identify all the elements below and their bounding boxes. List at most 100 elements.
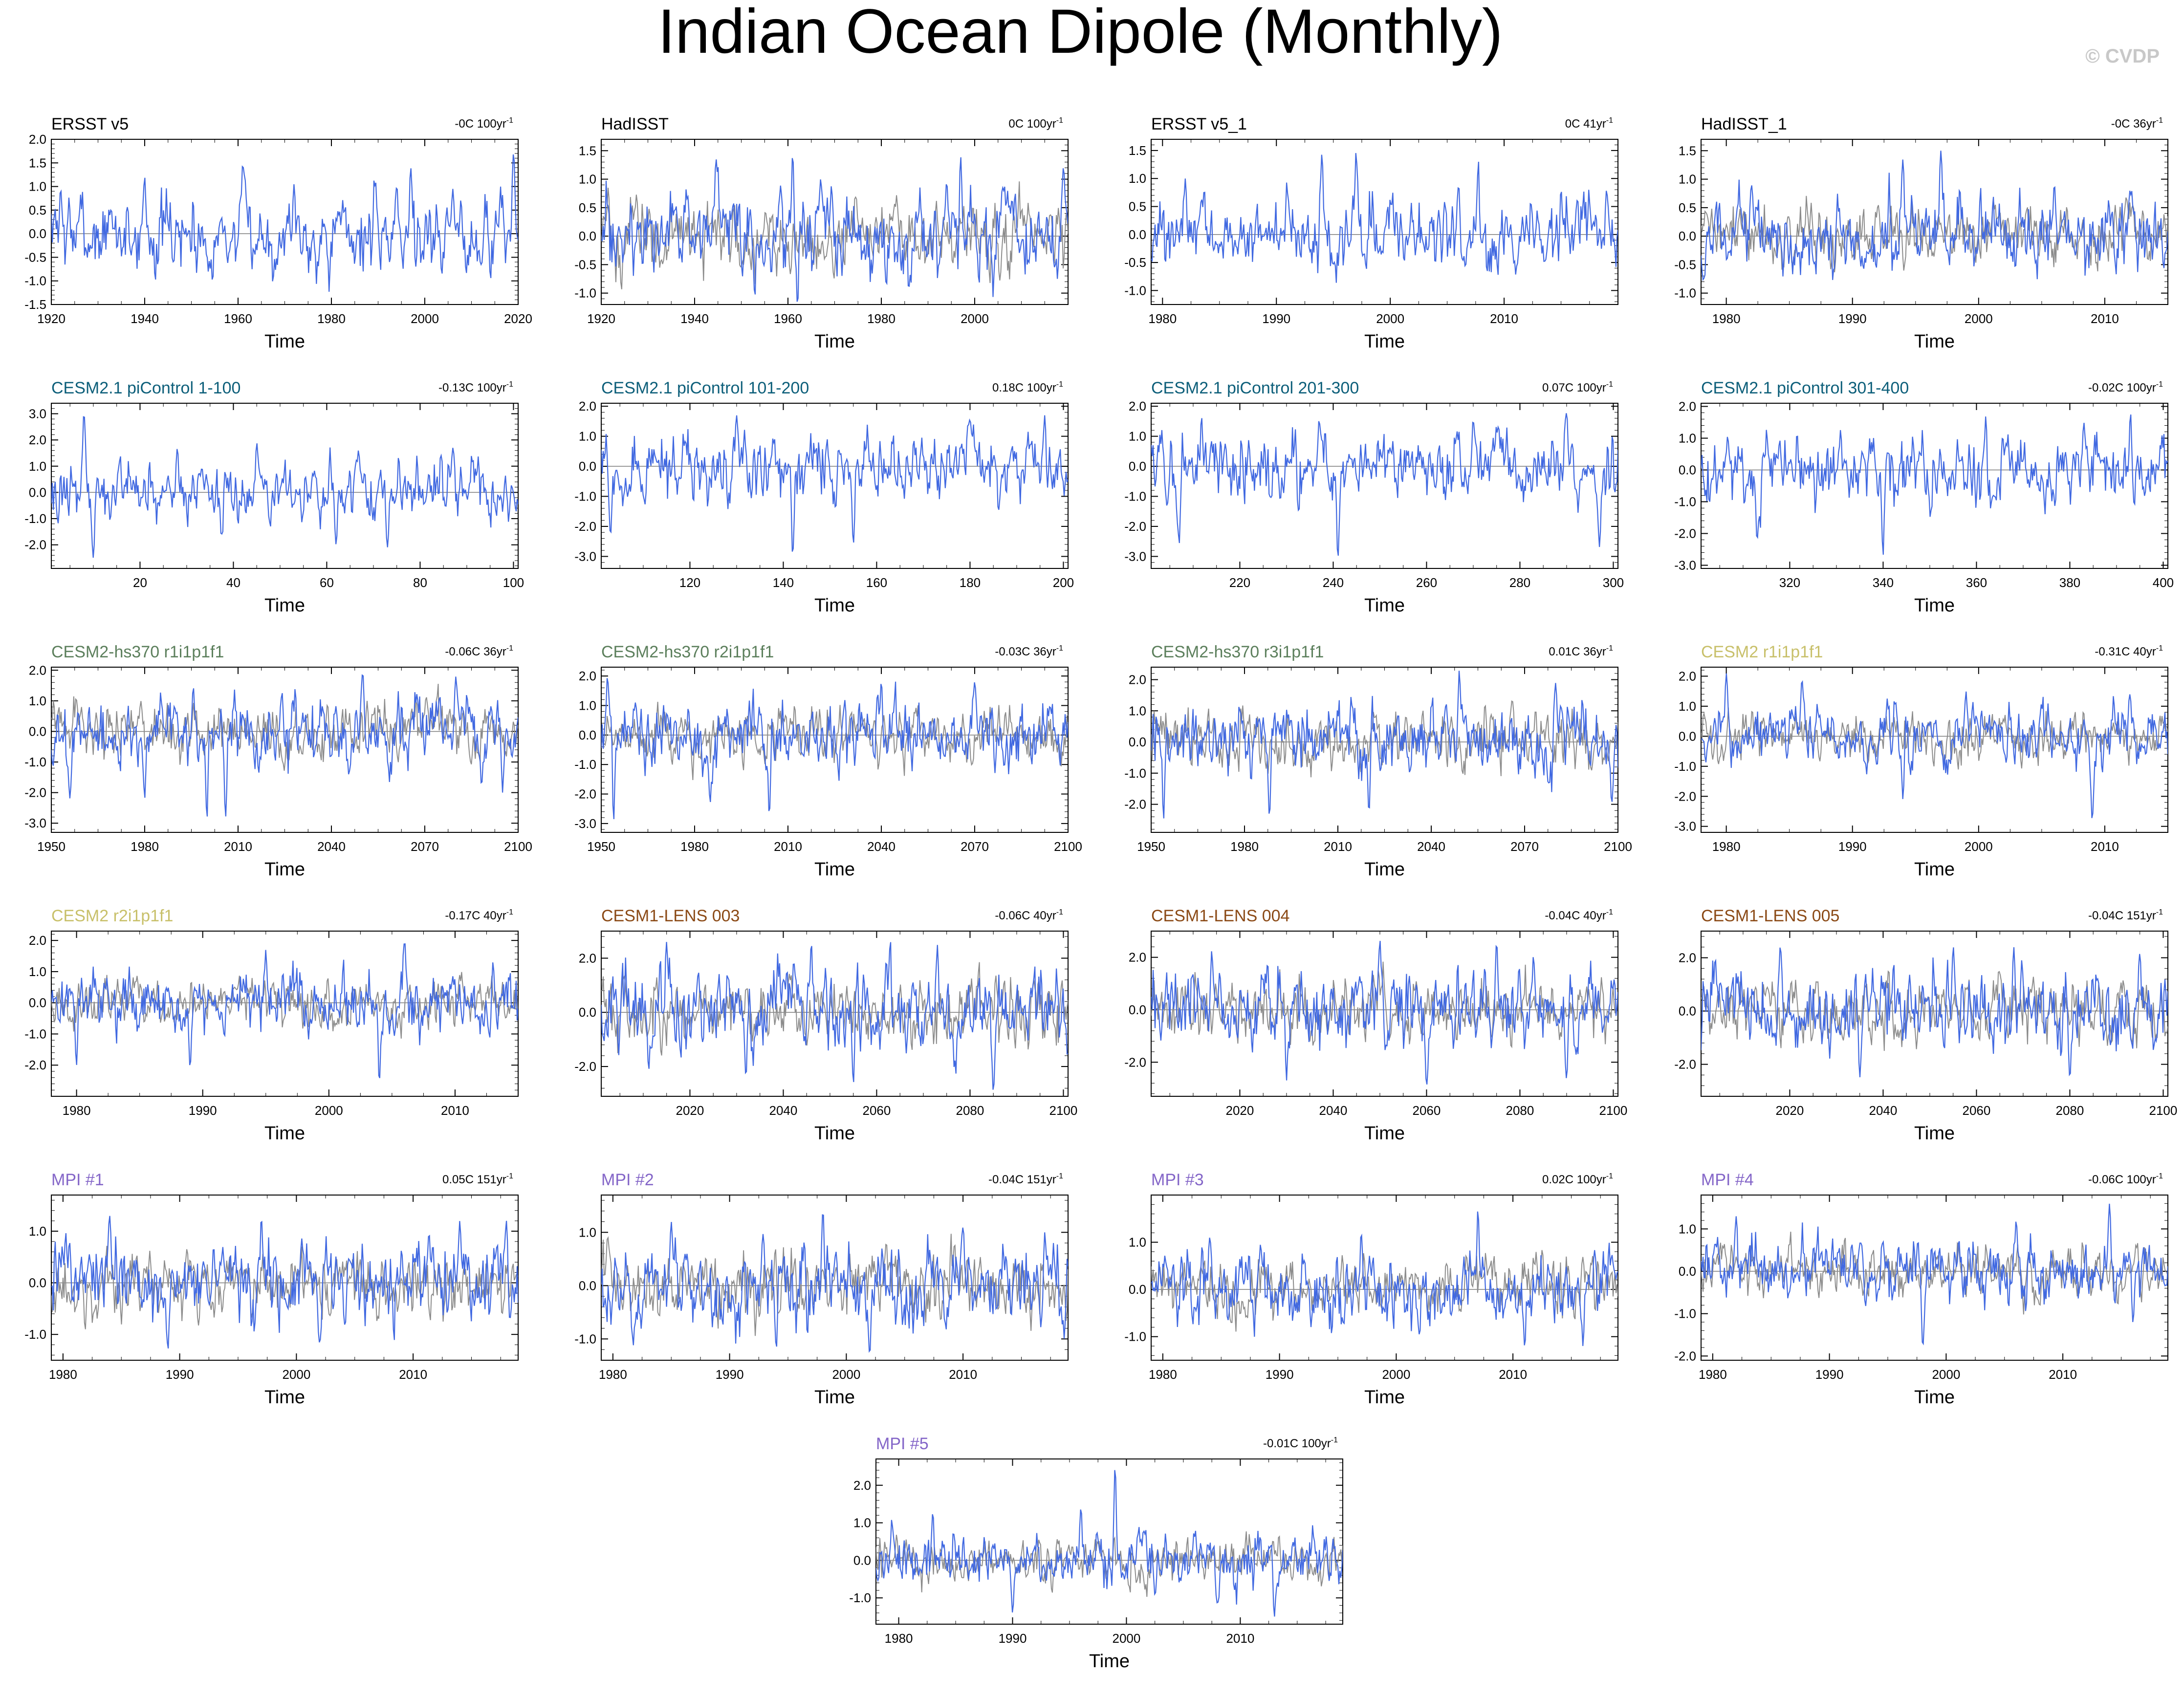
series-line — [51, 943, 518, 1079]
y-tick-label: 1.0 — [1679, 1221, 1696, 1236]
y-tick-label: 1.0 — [853, 1516, 871, 1530]
x-tick-label: 1980 — [63, 1103, 91, 1118]
y-tick-label: -0.5 — [574, 257, 596, 272]
x-tick-label: 360 — [1966, 575, 1987, 590]
x-tick-label: 2010 — [2049, 1367, 2077, 1382]
y-tick-label: 1.0 — [1129, 703, 1146, 718]
plot-frame — [1701, 1195, 2168, 1361]
x-tick-label: 1960 — [774, 311, 802, 326]
y-tick-label: 1.5 — [1129, 143, 1146, 158]
trend-exponent: -1 — [506, 908, 513, 916]
y-tick-label: 1.0 — [1129, 429, 1146, 444]
y-tick-label: -1.0 — [1124, 1329, 1146, 1344]
panel-5: CESM2.1 piControl 101-200 0.18C 100yr-1 2.… — [574, 379, 1074, 616]
panel-trend: 0.01C 36yr-1 — [1549, 644, 1613, 658]
y-tick-label: -3.0 — [24, 816, 46, 830]
panel-title: MPI #1 — [51, 1171, 104, 1189]
x-tick-label: 40 — [226, 575, 240, 590]
y-tick-label: -1.0 — [1674, 1306, 1696, 1321]
x-tick-label: 120 — [679, 575, 700, 590]
y-tick-label: -3.0 — [1674, 558, 1696, 573]
x-tick-label: 1990 — [1838, 839, 1867, 854]
y-tick-label: 0.0 — [29, 485, 46, 500]
x-tick-label: 2070 — [961, 839, 989, 854]
series-line — [51, 674, 518, 817]
x-tick-label: 2010 — [224, 839, 252, 854]
trend-exponent: -1 — [1056, 116, 1063, 125]
y-tick-label: 2.0 — [1129, 950, 1146, 965]
x-tick-label: 1920 — [37, 311, 66, 326]
y-tick-label: 0.0 — [1679, 229, 1696, 243]
trend-exponent: -1 — [1606, 116, 1613, 125]
x-tick-label: 2040 — [1417, 839, 1445, 854]
series-line — [1701, 1203, 2168, 1346]
panel-trend: 0.05C 151yr-1 — [442, 1172, 513, 1186]
y-tick-label: -2.0 — [24, 1058, 46, 1072]
x-tick-label: 2060 — [863, 1103, 891, 1118]
plot-frame — [51, 403, 519, 569]
y-tick-label: -1.0 — [1674, 286, 1696, 301]
y-tick-label: 2.0 — [579, 951, 596, 965]
y-tick-label: 1.0 — [29, 694, 46, 708]
x-tick-label: 2040 — [317, 839, 346, 854]
y-tick-label: -2.0 — [24, 785, 46, 800]
y-tick-label: -2.0 — [574, 1059, 596, 1074]
panel-trend: -0C 100yr-1 — [455, 116, 513, 131]
x-tick-label: 2100 — [1599, 1103, 1628, 1118]
x-tick-label: 1950 — [1137, 839, 1165, 854]
y-tick-label: 2.0 — [29, 132, 46, 147]
x-tick-label: 220 — [1229, 575, 1250, 590]
x-tick-label: 2010 — [1499, 1367, 1527, 1382]
y-tick-label: 0.0 — [579, 1278, 596, 1293]
y-tick-label: 0.0 — [579, 728, 596, 742]
series-line — [1151, 671, 1618, 819]
panel-6: CESM2.1 piControl 201-300 0.07C 100yr-1 2.… — [1124, 379, 1624, 616]
panel-trend: -0.06C 40yr-1 — [995, 908, 1063, 922]
y-tick-label: 2.0 — [1129, 399, 1146, 413]
x-tick-label: 60 — [320, 575, 334, 590]
y-tick-label: 0.0 — [1129, 459, 1146, 474]
x-tick-label: 1980 — [885, 1631, 913, 1646]
x-tick-label: 1980 — [317, 311, 346, 326]
panel-title: CESM2.1 piControl 1-100 — [51, 379, 240, 397]
x-tick-label: 2010 — [399, 1367, 427, 1382]
panel-title: CESM2.1 piControl 301-400 — [1701, 379, 1909, 397]
x-axis-label: Time — [1914, 331, 1955, 352]
y-tick-label: 0.0 — [1129, 1282, 1146, 1297]
y-tick-label: 0.0 — [579, 459, 596, 474]
y-tick-label: 1.0 — [29, 459, 46, 474]
x-axis-label: Time — [1364, 595, 1405, 616]
x-tick-label: 1980 — [1712, 311, 1741, 326]
panel-grid: ERSST v5 -0C 100yr-1 2.0 1.5 1.0 0.5 0.0 -0.5 -1… — [24, 115, 2177, 1672]
x-tick-label: 280 — [1509, 575, 1530, 590]
panel-15: CESM1-LENS 005 -0.04C 151yr-1 2.0 0.0 -2.0 20… — [1674, 907, 2177, 1144]
plot-frame — [1701, 931, 2168, 1097]
x-tick-label: 2000 — [1376, 311, 1404, 326]
x-tick-label: 2010 — [1490, 311, 1518, 326]
y-tick-label: 2.0 — [1679, 951, 1696, 965]
y-tick-label: 0.0 — [29, 1276, 46, 1290]
series-line — [601, 157, 1068, 302]
y-tick-label: -0.5 — [1674, 257, 1696, 272]
series-line — [1701, 673, 2168, 818]
x-tick-label: 2080 — [2056, 1103, 2084, 1118]
y-tick-label: -2.0 — [574, 519, 596, 534]
reference-series-line — [1701, 196, 2168, 273]
panel-title: MPI #5 — [876, 1435, 929, 1453]
y-tick-label: -2.0 — [1124, 1055, 1146, 1069]
x-tick-label: 300 — [1603, 575, 1624, 590]
x-tick-label: 20 — [133, 575, 147, 590]
y-tick-label: -2.0 — [1674, 1057, 1696, 1072]
panel-11: CESM2 r1i1p1f1 -0.31C 40yr-1 2.0 1.0 0.0 -1.0… — [1674, 643, 2168, 880]
panel-3: HadISST_1 -0C 36yr-1 1.5 1.0 0.5 0.0 -0.5 -1.0 1… — [1674, 115, 2168, 352]
panel-trend: -0.02C 100yr-1 — [2088, 380, 2163, 394]
y-tick-label: 2.0 — [1129, 673, 1146, 687]
x-tick-label: 2010 — [2091, 839, 2119, 854]
y-tick-label: 1.0 — [29, 964, 46, 979]
y-tick-label: -2.0 — [1124, 797, 1146, 812]
panel-2: ERSST v5_1 0C 41yr-11.51.00.50.0-0.5-1.01… — [1124, 115, 1618, 352]
panel-title: MPI #4 — [1701, 1171, 1754, 1189]
x-tick-label: 1990 — [1838, 311, 1867, 326]
panel-title: CESM2.1 piControl 101-200 — [601, 379, 809, 397]
y-tick-label: -1.0 — [1674, 759, 1696, 774]
